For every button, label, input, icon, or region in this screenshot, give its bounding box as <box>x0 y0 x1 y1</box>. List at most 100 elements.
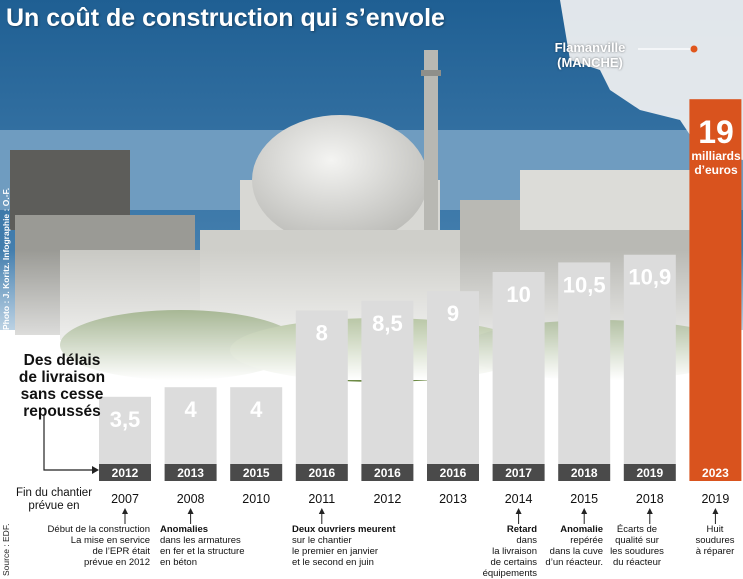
end-year-label: Fin du chantier prévue en <box>4 487 104 513</box>
source: Source : EDF. <box>1 520 13 576</box>
event-note-line: d’un réacteur. <box>545 557 603 568</box>
highlight-annotation: 19 milliards d’euros <box>690 115 742 177</box>
completion-year-strip <box>99 464 151 481</box>
event-note-line: les soudures <box>610 546 664 557</box>
completion-year-label: 2017 <box>505 466 532 480</box>
bar <box>427 291 479 464</box>
subtitle-arrow <box>43 416 99 474</box>
bar <box>295 310 348 464</box>
completion-year-label: 2016 <box>374 466 401 480</box>
event-note-line: de l’EPR était <box>92 546 150 557</box>
event-note-line: soudures <box>695 535 735 546</box>
category-label: 2007 <box>111 492 139 506</box>
bar <box>99 396 151 464</box>
event-note-line: repérée <box>570 535 603 546</box>
note-arrowhead <box>646 508 653 514</box>
bar-value-label: 4 <box>250 397 263 422</box>
photo-credit: Photo : J. Koritz. Infographie : O.-F. <box>1 100 13 330</box>
highlight-value: 19 <box>698 114 734 150</box>
bar <box>230 387 283 464</box>
page-title: Un coût de construction qui s’envole <box>6 4 445 32</box>
category-label: 2013 <box>439 492 467 506</box>
completion-year-strip <box>623 464 676 481</box>
bar <box>361 300 414 464</box>
event-note-line: qualité sur <box>615 535 659 546</box>
completion-year-strip <box>295 464 348 481</box>
event-note-line: sur le chantier <box>292 535 352 546</box>
event-note-heading: Retard <box>506 524 537 535</box>
bar-value-label: 8,5 <box>372 311 403 336</box>
event-note-line: Écarts de <box>616 524 658 535</box>
note-arrowhead <box>187 508 194 514</box>
completion-year-label: 2018 <box>571 466 598 480</box>
event-note: Deux ouvriers meurent sur le chantier le p… <box>292 524 412 568</box>
bar <box>689 99 742 464</box>
end-year-label-line: prévue en <box>28 500 80 512</box>
subtitle-line: Des délais <box>23 352 101 369</box>
category-label: 2008 <box>177 492 205 506</box>
event-note-heading: Deux ouvriers meurent <box>292 524 396 535</box>
event-note-heading: Anomalie <box>560 524 603 535</box>
completion-year-strip <box>689 464 742 481</box>
bar-value-label: 8 <box>316 320 328 345</box>
category-label: 2014 <box>505 492 533 506</box>
location-marker <box>638 45 698 53</box>
category-label: 2012 <box>373 492 401 506</box>
event-note-line: dans <box>516 535 537 546</box>
category-label: 2015 <box>570 492 598 506</box>
event-note: Retard dans la livraison de certains équipem… <box>457 524 537 579</box>
location-name: Flamanville <box>554 40 626 55</box>
bars: 3,5 2012 2007 4 2013 2008 4 2015 2010 8 2016 2011 8,… <box>99 99 742 524</box>
event-note-line: Huit <box>706 524 724 535</box>
event-note-line: en fer et la structure <box>160 546 245 557</box>
bar <box>558 262 611 464</box>
event-note: Écarts de qualité sur les soudures du réact… <box>597 524 677 568</box>
note-arrowhead <box>318 508 325 514</box>
end-year-label-line: Fin du chantier <box>15 487 93 499</box>
bar-value-label: 10,9 <box>628 265 671 290</box>
bar <box>623 254 676 464</box>
event-note: Début de la construction La mise en servi… <box>22 524 150 568</box>
photo-credit-text: Photo : J. Koritz. Infographie : O.-F. <box>1 187 11 330</box>
completion-year-label: 2015 <box>243 466 270 480</box>
category-label: 2018 <box>636 492 664 506</box>
event-note-line: à réparer <box>695 546 735 557</box>
event-note-heading: Anomalies <box>160 524 209 535</box>
completion-year-strip <box>230 464 283 481</box>
note-arrowhead <box>712 508 719 514</box>
highlight-unit-line1: milliards <box>691 149 741 163</box>
event-note-line: dans les armatures <box>160 535 241 546</box>
bar-value-label: 3,5 <box>110 407 141 432</box>
note-arrowhead <box>581 508 588 514</box>
highlight-unit-line2: d’euros <box>694 163 738 177</box>
completion-year-strip <box>164 464 217 481</box>
completion-year-label: 2012 <box>112 466 139 480</box>
event-note-line: dans la cuve <box>549 546 603 557</box>
event-note-line: Début de la construction <box>47 524 150 535</box>
event-note-line: La mise en service <box>70 535 150 546</box>
note-arrowhead <box>122 508 128 514</box>
bar-value-label: 9 <box>447 301 459 326</box>
category-label: 2010 <box>242 492 270 506</box>
bar-value-label: 10,5 <box>563 272 606 297</box>
completion-year-label: 2016 <box>308 466 335 480</box>
source-text: Source : EDF. <box>1 523 11 576</box>
bar <box>164 387 217 464</box>
event-note: Anomalie repérée dans la cuve d’un réacteur… <box>525 524 603 568</box>
event-note: Anomalies dans les armatures en fer et la … <box>160 524 280 568</box>
note-arrowhead <box>515 508 522 514</box>
subtitle-line: de livraison <box>18 369 106 386</box>
completion-year-label: 2013 <box>177 466 204 480</box>
subtitle-line: sans cesse <box>20 386 104 403</box>
location-region: (MANCHE) <box>557 55 623 70</box>
subtitle-line: repoussés <box>23 403 101 420</box>
completion-year-strip <box>427 464 479 481</box>
event-note-line: en béton <box>160 557 197 568</box>
bar-value-label: 10 <box>506 282 530 307</box>
completion-year-strip <box>492 464 545 481</box>
event-note-line: et le second en juin <box>292 557 374 568</box>
completion-year-strip <box>361 464 414 481</box>
event-note: Huit soudures à réparer <box>690 524 740 557</box>
event-note-line: du réacteur <box>612 557 662 568</box>
